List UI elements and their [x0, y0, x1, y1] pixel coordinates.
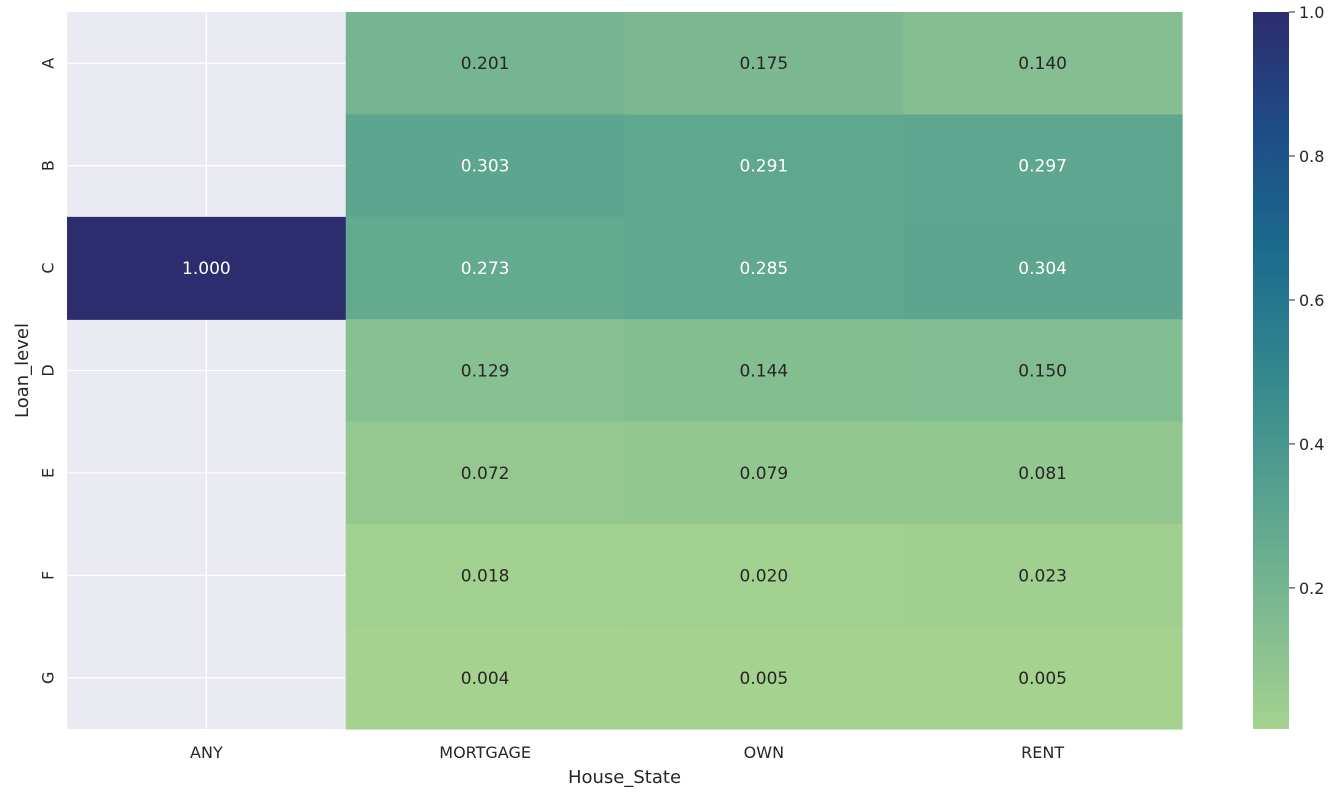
cell-value-label: 0.304: [1018, 259, 1067, 279]
y-tick-label: D: [39, 364, 58, 376]
cell-value-label: 0.140: [1018, 54, 1067, 74]
heatmap-cell: [345, 319, 626, 423]
heatmap-cell: [345, 216, 626, 320]
cell-value-label: 0.291: [740, 157, 789, 177]
x-tick-label: ANY: [190, 743, 223, 762]
cell-value-label: 0.004: [461, 669, 510, 689]
colorbar-tick-label: 0.6: [1299, 291, 1324, 310]
cell-value-label: 0.175: [740, 54, 789, 74]
cell-value-label: 0.023: [1018, 566, 1067, 586]
cell-value-label: 0.079: [740, 464, 789, 484]
heatmap-cell: [624, 421, 904, 525]
colorbar-tick-label: 0.8: [1299, 147, 1324, 166]
heatmap-cell: [624, 524, 904, 628]
heatmap-cells: [67, 12, 1183, 730]
y-axis-ticks: A B C D E F G: [39, 58, 58, 684]
heatmap-cell: [903, 421, 1183, 525]
heatmap-cell: [345, 114, 626, 218]
cell-value-label: 0.273: [461, 259, 510, 279]
x-axis-title: House_State: [568, 767, 681, 788]
cell-value-label: 0.129: [461, 362, 510, 382]
colorbar-tick-label: 0.2: [1299, 579, 1324, 598]
heatmap-cell: [624, 319, 904, 423]
x-tick-label: RENT: [1021, 743, 1064, 762]
x-tick-label: OWN: [744, 743, 784, 762]
heatmap-cell: [624, 216, 904, 320]
heatmap-cell: [345, 12, 626, 116]
cell-value-label: 0.150: [1018, 362, 1067, 382]
heatmap-cell: [345, 421, 626, 525]
cell-value-label: 0.005: [740, 669, 789, 689]
y-tick-label: B: [39, 160, 58, 171]
cell-value-label: 0.285: [740, 259, 789, 279]
heatmap-cell: [903, 114, 1183, 218]
x-axis-ticks: ANY MORTGAGE OWN RENT: [190, 743, 1064, 762]
cell-value-label: 0.201: [461, 54, 510, 74]
y-tick-label: C: [39, 262, 58, 273]
cell-value-label: 0.072: [461, 464, 510, 484]
heatmap-cell: [903, 12, 1183, 116]
colorbar-tick-label: 0.4: [1299, 435, 1324, 454]
heatmap-cell: [903, 216, 1183, 320]
cell-value-label: 0.297: [1018, 157, 1067, 177]
y-tick-label: A: [39, 58, 58, 69]
y-tick-label: E: [39, 468, 58, 478]
y-tick-label: F: [39, 571, 58, 580]
cell-value-label: 0.018: [461, 566, 510, 586]
x-tick-label: MORTGAGE: [439, 743, 531, 762]
cell-value-label: 0.020: [740, 566, 789, 586]
cell-value-labels: 0.201 0.175 0.140 0.303 0.291 0.297 1.000 0.273…: [182, 54, 1067, 689]
colorbar-gradient: [1253, 12, 1289, 729]
heatmap-cell: [903, 524, 1183, 628]
cell-value-label: 0.081: [1018, 464, 1067, 484]
heatmap-cell: [903, 626, 1183, 730]
y-tick-label: G: [39, 672, 58, 684]
heatmap-cell: [624, 626, 904, 730]
heatmap-cell: [345, 626, 626, 730]
heatmap-cell: [624, 114, 904, 218]
heatmap-cell: [345, 524, 626, 628]
cell-value-label: 0.144: [740, 362, 789, 382]
cell-value-label: 0.005: [1018, 669, 1067, 689]
cell-value-label: 1.000: [182, 259, 231, 279]
colorbar-tick-label: 1.0: [1299, 3, 1324, 22]
heatmap-cell: [624, 12, 904, 116]
heatmap-cell: [903, 319, 1183, 423]
y-axis-title: Loan_level: [12, 323, 33, 418]
colorbar: 0.2 0.4 0.6 0.8 1.0: [1253, 3, 1324, 729]
cell-value-label: 0.303: [461, 157, 510, 177]
heatmap-cell: [67, 216, 347, 320]
